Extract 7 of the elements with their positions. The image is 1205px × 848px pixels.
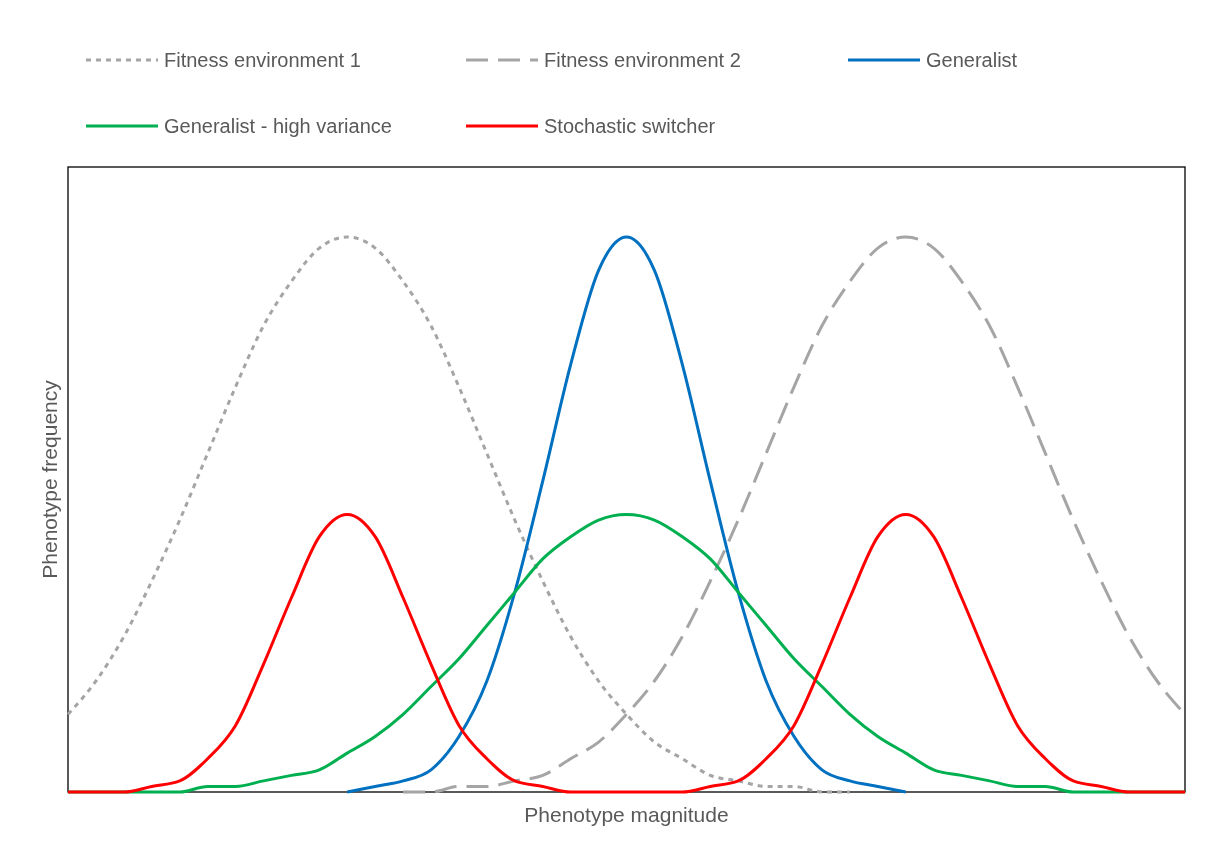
- legend-label: Generalist: [926, 49, 1018, 71]
- legend-label: Fitness environment 1: [164, 49, 361, 71]
- legend-label: Stochastic switcher: [544, 115, 716, 137]
- y-axis-title: Phenotype frequency: [38, 379, 61, 579]
- legend-label: Generalist - high variance: [164, 115, 392, 137]
- x-axis-title: Phenotype magnitude: [524, 803, 729, 826]
- legend-label: Fitness environment 2: [544, 49, 741, 71]
